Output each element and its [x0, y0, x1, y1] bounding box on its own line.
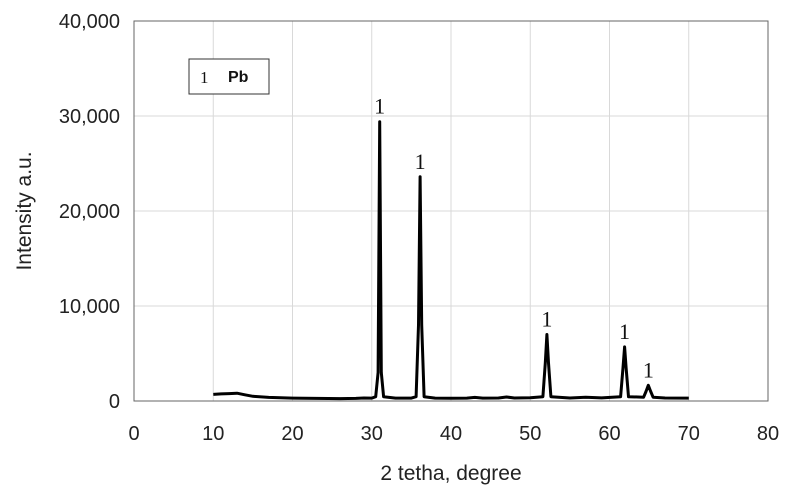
- legend-label: Pb: [228, 69, 249, 86]
- x-tick-label: 60: [598, 423, 620, 445]
- x-axis-title: 2 tetha, degree: [380, 462, 521, 485]
- x-tick-label: 30: [361, 423, 383, 445]
- peak-label: 1: [541, 307, 552, 332]
- legend-box: [188, 58, 270, 95]
- series-line: [213, 120, 689, 401]
- x-tick-label: 10: [202, 423, 224, 445]
- y-tick-label: 30,000: [59, 106, 120, 128]
- y-tick-label: 0: [109, 391, 120, 413]
- peak-label: 1: [374, 94, 385, 119]
- peak-labels: 111 11: [374, 94, 654, 383]
- peak-label: 1: [619, 319, 630, 344]
- y-tick-label: 40,000: [59, 11, 120, 33]
- x-tick-label: 70: [678, 423, 700, 445]
- plot-area: [133, 20, 769, 402]
- y-axis-title: Intensity a.u.: [13, 151, 36, 270]
- grid: [134, 21, 768, 401]
- legend-marker: 1: [200, 68, 209, 87]
- legend: 1 Pb: [188, 58, 270, 95]
- x-tick-label: 20: [281, 423, 303, 445]
- axis-ticks: 0 10 20 30 40 50 60 70 80 0 10,000 20,000 30,000 40,0…: [59, 11, 779, 445]
- peak-label: 1: [415, 149, 426, 174]
- y-tick-label: 10,000: [59, 296, 120, 318]
- x-tick-label: 50: [519, 423, 541, 445]
- peak-label: 1: [643, 357, 654, 382]
- y-tick-label: 20,000: [59, 201, 120, 223]
- x-tick-label: 0: [128, 423, 139, 445]
- x-tick-label: 80: [757, 423, 779, 445]
- x-tick-label: 40: [440, 423, 462, 445]
